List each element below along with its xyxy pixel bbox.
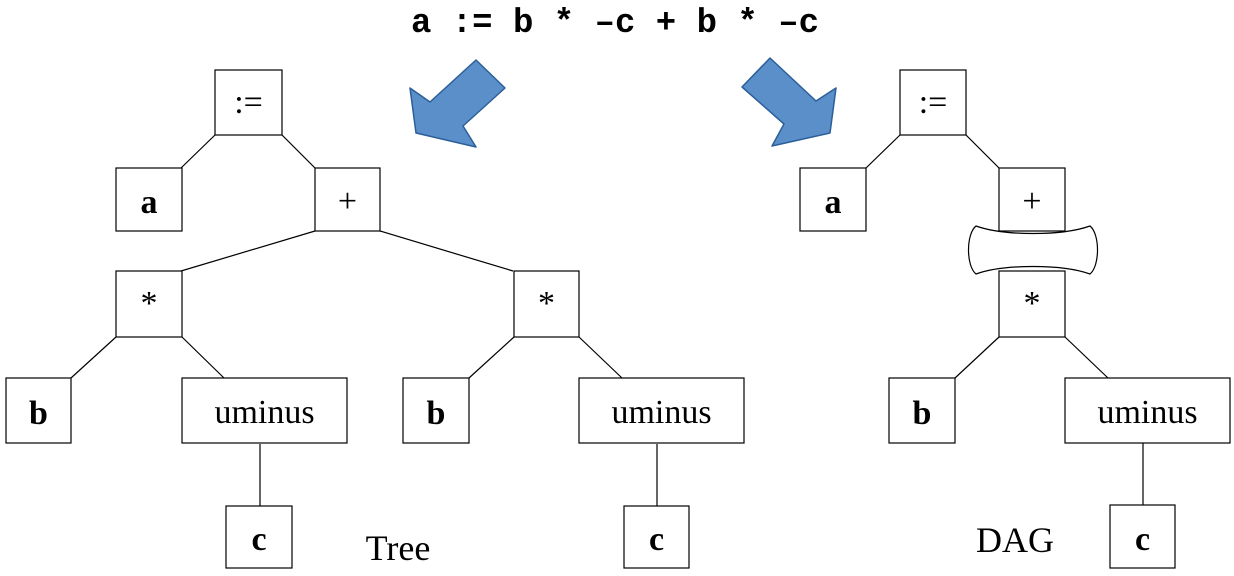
node-label: uminus xyxy=(611,394,711,431)
tree-node-plus: + xyxy=(314,167,381,232)
node-label: uminus xyxy=(1097,394,1197,431)
tree-node-mul-left: * xyxy=(115,270,183,338)
node-label: b xyxy=(427,395,446,432)
dag-caption: DAG xyxy=(976,520,1054,560)
tree-node-mul-right: * xyxy=(513,270,580,338)
tree-node-c-left: c xyxy=(225,505,293,569)
node-label: c xyxy=(251,521,266,558)
tree-node-b-left: b xyxy=(5,377,72,444)
node-label: uminus xyxy=(214,394,314,431)
dag: := a + * b uminus c DAG xyxy=(799,69,1231,569)
node-label: a xyxy=(825,184,842,221)
node-label: b xyxy=(29,395,48,432)
tree-edges xyxy=(70,134,658,506)
tree-caption: Tree xyxy=(366,528,431,568)
dag-node-mul: * xyxy=(998,270,1066,338)
tree-node-a: a xyxy=(115,167,183,232)
dag-node-b: b xyxy=(888,377,956,444)
dag-node-a: a xyxy=(799,167,867,232)
node-label: * xyxy=(538,285,555,322)
dag-node-c: c xyxy=(1109,504,1176,569)
tree-node-b-right: b xyxy=(402,377,470,444)
node-label: * xyxy=(141,285,158,322)
dag-node-assign: := xyxy=(899,69,967,136)
tree-node-c-right: c xyxy=(623,505,690,569)
expression-title: a := b * –c + b * –c xyxy=(411,5,819,43)
tree-node-uminus-right: uminus xyxy=(578,377,745,444)
tree-node-uminus-left: uminus xyxy=(181,377,348,444)
dag-node-uminus: uminus xyxy=(1064,377,1231,444)
tree-node-assign: := xyxy=(214,69,283,136)
node-label: a xyxy=(141,184,158,221)
node-label: + xyxy=(1022,183,1041,220)
node-label: c xyxy=(649,521,664,558)
bone-connector-icon xyxy=(967,225,1099,275)
dag-edges xyxy=(865,134,1144,505)
tree: := a + * * b uminus b xyxy=(5,69,745,569)
down-left-arrow-icon xyxy=(409,59,506,148)
node-label: b xyxy=(913,395,932,432)
node-label: := xyxy=(919,84,948,121)
node-label: c xyxy=(1135,521,1150,558)
dag-node-plus: + xyxy=(998,167,1066,232)
node-label: + xyxy=(338,183,357,220)
node-label: := xyxy=(234,84,263,121)
node-label: * xyxy=(1024,285,1041,322)
down-right-arrow-icon xyxy=(741,57,837,147)
